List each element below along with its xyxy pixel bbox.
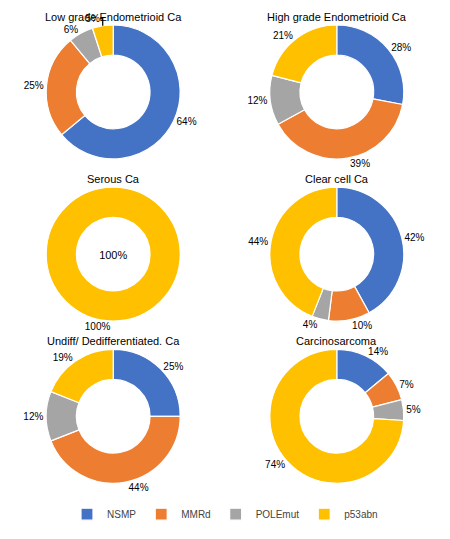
svg-text:6%: 6% <box>64 24 79 35</box>
svg-text:Undiff/ Dedifferentiated. Ca: Undiff/ Dedifferentiated. Ca <box>47 335 180 347</box>
svg-text:25%: 25% <box>163 361 183 372</box>
svg-text:Carcinosarcoma: Carcinosarcoma <box>296 335 377 347</box>
svg-text:Serous Ca: Serous Ca <box>87 173 140 185</box>
svg-text:28%: 28% <box>391 42 411 53</box>
svg-text:5%: 5% <box>406 404 421 415</box>
svg-text:25%: 25% <box>24 80 44 91</box>
svg-text:Low grade Endometrioid Ca: Low grade Endometrioid Ca <box>45 11 182 23</box>
svg-text:NSMP: NSMP <box>107 509 136 520</box>
svg-text:5%: 5% <box>85 13 100 24</box>
svg-text:12%: 12% <box>23 411 43 422</box>
svg-text:p53abn: p53abn <box>344 509 377 520</box>
svg-text:MMRd: MMRd <box>181 509 210 520</box>
svg-text:74%: 74% <box>265 459 285 470</box>
svg-text:7%: 7% <box>399 379 414 390</box>
svg-text:12%: 12% <box>247 95 267 106</box>
svg-text:64%: 64% <box>177 116 197 127</box>
svg-text:Clear cell Ca: Clear cell Ca <box>305 173 369 185</box>
svg-text:10%: 10% <box>352 320 372 331</box>
svg-text:100%: 100% <box>85 321 111 332</box>
svg-text:19%: 19% <box>53 352 73 363</box>
svg-text:39%: 39% <box>350 158 370 169</box>
svg-text:14%: 14% <box>368 346 388 357</box>
svg-text:High grade Endometrioid Ca: High grade Endometrioid Ca <box>267 11 407 23</box>
svg-text:44%: 44% <box>248 236 268 247</box>
svg-text:4%: 4% <box>303 319 318 330</box>
svg-text:21%: 21% <box>273 30 293 41</box>
svg-text:100%: 100% <box>99 249 127 261</box>
svg-text:POLEmut: POLEmut <box>256 509 300 520</box>
svg-text:44%: 44% <box>128 482 148 493</box>
svg-text:42%: 42% <box>404 232 424 243</box>
